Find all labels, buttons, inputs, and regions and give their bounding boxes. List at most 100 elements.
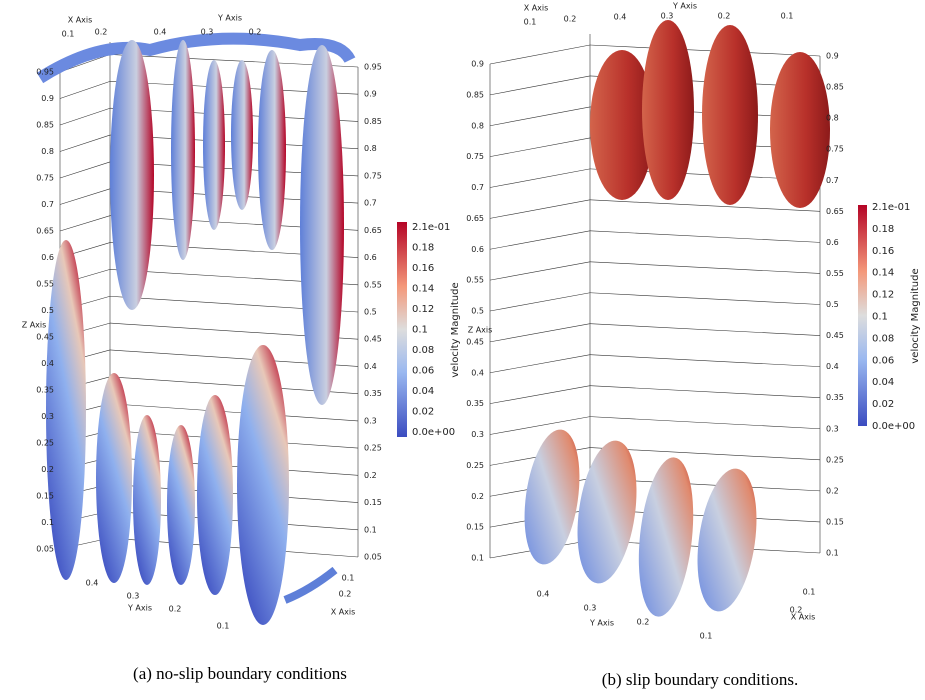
z-tick-label: 0.9 <box>41 94 54 103</box>
z-tick-label: 0.75 <box>364 171 382 180</box>
grid-line <box>589 354 821 367</box>
z-tick-label: 0.8 <box>471 121 484 130</box>
bottom-tick-label: 0.1 <box>217 622 230 631</box>
z-tick-label: 0.7 <box>364 199 377 208</box>
grid-line <box>589 323 821 336</box>
bottom-tick-label: 0.3 <box>584 604 597 613</box>
z-tick-label: 0.2 <box>41 465 54 474</box>
bottom-tick-label: 0.2 <box>790 606 803 615</box>
axis-title: Y Axis <box>127 604 152 613</box>
z-tick-label: 0.85 <box>364 117 382 126</box>
axis-title: X Axis <box>791 613 816 622</box>
colorbar-tick-label: 0.12 <box>872 290 894 301</box>
grid-line <box>589 385 821 398</box>
z-tick-label: 0.8 <box>364 144 377 153</box>
caption: (a) no-slip boundary conditions <box>133 664 347 683</box>
colorbar-tick-label: 0.08 <box>872 333 894 344</box>
top-tick-label: 0.3 <box>201 28 214 37</box>
top-tick-label: 0.2 <box>718 12 731 21</box>
z-tick-label: 0.25 <box>466 461 484 470</box>
z-tick-label: 0.55 <box>36 280 54 289</box>
z-tick-label: 0.35 <box>364 389 382 398</box>
colorbar-tick-label: 0.06 <box>412 366 434 377</box>
grid-line <box>489 44 591 65</box>
grid-line <box>489 323 591 343</box>
bottom-tick-label: 0.1 <box>803 588 816 597</box>
colorbar-tick-label: 0.16 <box>412 263 434 274</box>
bottom-tick-label: 0.2 <box>169 605 182 614</box>
z-tick-label: 0.25 <box>364 444 382 453</box>
z-tick-label: 0.05 <box>364 553 382 562</box>
z-tick-label: 0.85 <box>36 121 54 130</box>
grid-line <box>589 230 821 243</box>
axis-title: X Axis <box>68 16 93 25</box>
z-tick-label: 0.45 <box>36 333 54 342</box>
z-tick-label: 0.5 <box>41 306 54 315</box>
grid-line <box>489 354 591 374</box>
bottom-tick-label: 0.3 <box>127 592 140 601</box>
z-tick-label: 0.65 <box>36 227 54 236</box>
grid-line <box>489 199 591 219</box>
z-tick-label: 0.3 <box>471 430 484 439</box>
z-tick-label: 0.6 <box>471 245 484 254</box>
z-tick-label: 0.75 <box>36 174 54 183</box>
z-tick-label: 0.8 <box>41 147 54 156</box>
axis-title: Z Axis <box>22 321 47 330</box>
grid-line <box>59 161 111 179</box>
colorbar-tick-label: 2.1e-01 <box>872 202 910 213</box>
axis-title: Z Axis <box>468 326 493 335</box>
z-tick-label: 0.15 <box>466 523 484 532</box>
grid-line <box>489 292 591 312</box>
z-tick-label: 0.1 <box>826 549 839 558</box>
z-tick-label: 0.1 <box>471 554 484 563</box>
z-tick-label: 0.75 <box>466 152 484 161</box>
z-tick-label: 0.4 <box>826 362 839 371</box>
z-tick-label: 0.85 <box>826 83 844 92</box>
bottom-tick-label: 0.2 <box>339 590 352 599</box>
z-tick-label: 0.5 <box>471 307 484 316</box>
colorbar-tick-label: 0.04 <box>872 377 894 388</box>
colorbar-tick-label: 0.18 <box>872 224 894 235</box>
z-tick-label: 0.1 <box>41 518 54 527</box>
bottom-tick-label: 0.1 <box>700 632 713 641</box>
z-tick-label: 0.25 <box>826 455 844 464</box>
grid-line <box>489 137 591 157</box>
z-tick-label: 0.35 <box>466 399 484 408</box>
z-tick-label: 0.3 <box>41 412 54 421</box>
z-tick-label: 0.7 <box>471 183 484 192</box>
grid-line <box>489 416 591 435</box>
z-tick-label: 0.6 <box>364 253 377 262</box>
grid-line <box>489 168 591 188</box>
z-tick-label: 0.55 <box>826 269 844 278</box>
colorbar <box>858 205 867 426</box>
z-tick-label: 0.65 <box>826 207 844 216</box>
top-tick-label: 0.1 <box>524 18 537 27</box>
grid-line <box>59 188 111 205</box>
grid-line <box>589 199 821 212</box>
axis-title: Y Axis <box>589 619 614 628</box>
colorbar-tick-label: 0.1 <box>412 325 428 336</box>
z-tick-label: 0.45 <box>466 337 484 346</box>
colorbar-tick-label: 0.02 <box>412 407 434 418</box>
z-tick-label: 0.6 <box>826 238 839 247</box>
z-tick-label: 0.9 <box>364 90 377 99</box>
z-tick-label: 0.15 <box>364 498 382 507</box>
top-tick-label: 0.2 <box>564 15 577 24</box>
axis-title: Y Axis <box>217 14 242 23</box>
z-tick-label: 0.15 <box>826 517 844 526</box>
z-tick-label: 0.7 <box>41 200 54 209</box>
colorbar-tick-label: 0.04 <box>412 386 434 397</box>
z-tick-label: 0.8 <box>826 114 839 123</box>
axis-title: X Axis <box>524 4 549 13</box>
caption: (b) slip boundary conditions. <box>602 670 798 689</box>
top-tick-label: 0.4 <box>614 13 627 22</box>
grid-line <box>489 230 591 250</box>
axis-title: Y Axis <box>672 2 697 11</box>
z-tick-label: 0.45 <box>364 335 382 344</box>
z-tick-label: 0.4 <box>471 368 484 377</box>
z-tick-label: 0.5 <box>364 308 377 317</box>
colorbar-tick-label: 0.14 <box>412 284 434 295</box>
z-tick-label: 0.5 <box>826 300 839 309</box>
colorbar-tick-label: 0.1 <box>872 312 888 323</box>
